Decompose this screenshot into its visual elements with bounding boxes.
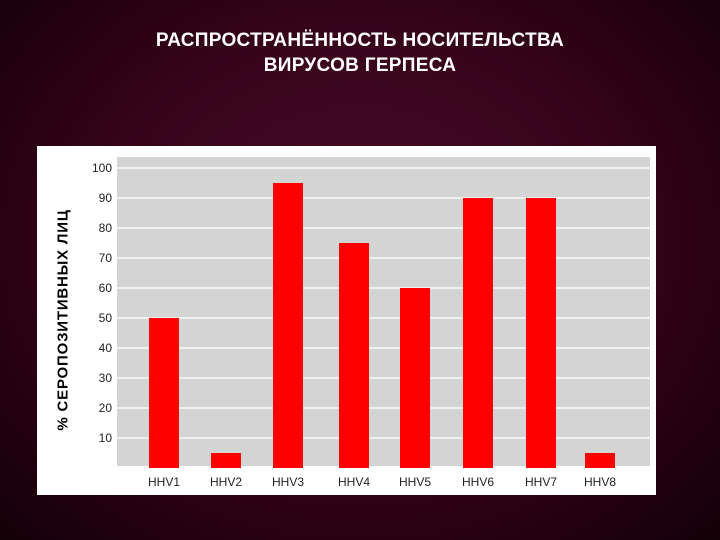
bar xyxy=(463,198,493,468)
y-tick-label: 90 xyxy=(99,191,113,205)
x-tick-label: HHV3 xyxy=(272,475,304,489)
y-tick-label: 80 xyxy=(99,221,113,235)
x-tick-label: HHV5 xyxy=(399,475,431,489)
title-line-2: ВИРУСОВ ГЕРПЕСА xyxy=(263,55,457,76)
y-tick-label: 60 xyxy=(99,281,113,295)
bar xyxy=(585,453,615,468)
x-tick-label: HHV8 xyxy=(584,475,616,489)
y-tick-label: 70 xyxy=(99,251,113,265)
bar xyxy=(339,243,369,468)
bar xyxy=(211,453,241,468)
x-tick-label: HHV6 xyxy=(462,475,494,489)
y-tick-label: 40 xyxy=(99,341,113,355)
y-tick-label: 100 xyxy=(92,161,112,175)
x-tick-label: HHV4 xyxy=(338,475,370,489)
y-tick-label: 20 xyxy=(99,401,113,415)
x-tick-label: HHV7 xyxy=(525,475,557,489)
bar xyxy=(273,183,303,468)
chart-title: РАСПРОСТРАНЁННОСТЬ НОСИТЕЛЬСТВА ВИРУСОВ … xyxy=(60,28,660,78)
bar xyxy=(526,198,556,468)
title-line-1: РАСПРОСТРАНЁННОСТЬ НОСИТЕЛЬСТВА xyxy=(155,30,565,51)
plot-area xyxy=(117,157,650,466)
bar xyxy=(149,318,179,468)
bar xyxy=(400,288,430,468)
x-tick-label: HHV1 xyxy=(148,475,180,489)
y-tick-label: 10 xyxy=(99,431,113,445)
y-tick-label: 50 xyxy=(99,311,113,325)
y-axis-label-panel xyxy=(37,146,89,495)
y-tick-label: 30 xyxy=(99,371,113,385)
x-tick-label: HHV2 xyxy=(210,475,242,489)
